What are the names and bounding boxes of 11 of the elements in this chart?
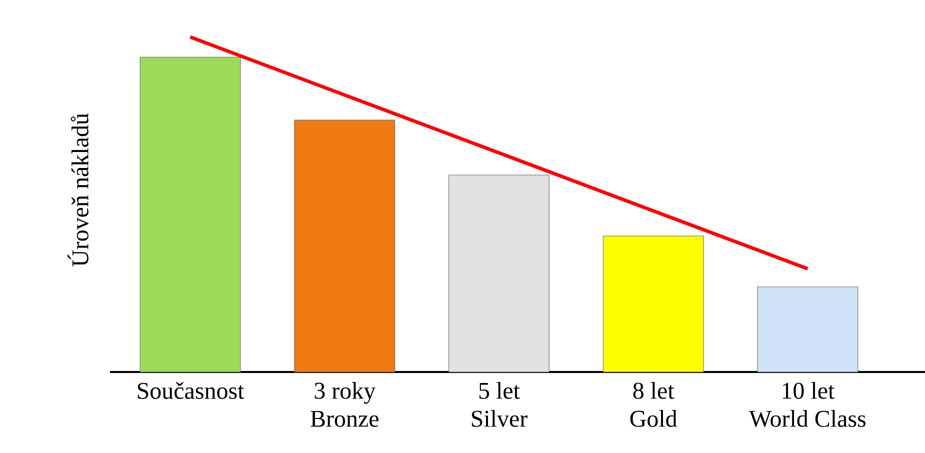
bar — [757, 286, 858, 372]
x-tick-label: 8 let Gold — [630, 382, 678, 427]
x-tick-label: 5 let Silver — [472, 382, 528, 427]
y-axis-title: Úroveň nákladů — [68, 113, 88, 266]
x-tick-label: Současnost — [138, 382, 244, 399]
bar — [448, 174, 550, 372]
x-tick-label: 10 let World Class — [749, 382, 866, 428]
bar — [140, 56, 241, 372]
bar — [602, 236, 704, 372]
bar — [294, 120, 396, 372]
x-tick-label: 3 roky Bronze — [310, 382, 378, 427]
